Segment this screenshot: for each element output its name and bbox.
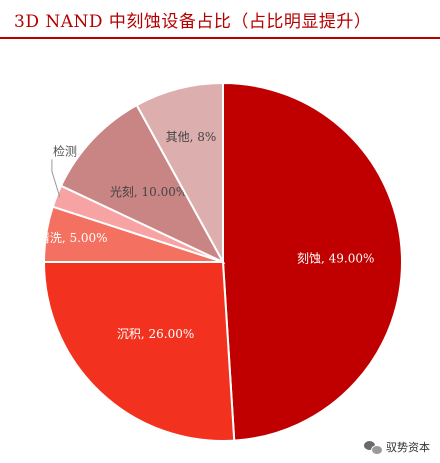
- pie-slice-0: [222, 81, 403, 442]
- pie-slice-5: [135, 81, 224, 263]
- chart-title: 3D NAND 中刻蚀设备占比（占比明显提升）: [14, 12, 372, 32]
- slice-label-0: 刻蚀, 49.00%: [297, 251, 374, 265]
- watermark: 驭势资本: [364, 439, 430, 455]
- slice-label-1: 沉积, 26.00%: [117, 327, 194, 341]
- slice-label-2: 清洗, 5.00%: [38, 231, 108, 245]
- title-divider: [0, 37, 440, 39]
- pie-slice-4: [59, 103, 226, 265]
- pie-slice-1: [42, 261, 236, 442]
- slice-label-5: 其他, 8%: [166, 130, 217, 144]
- watermark-text: 驭势资本: [386, 441, 430, 454]
- slice-label-4: 光刻, 10.00%: [110, 185, 187, 199]
- leader-line-3: [51, 159, 61, 198]
- wechat-icon: [364, 440, 383, 455]
